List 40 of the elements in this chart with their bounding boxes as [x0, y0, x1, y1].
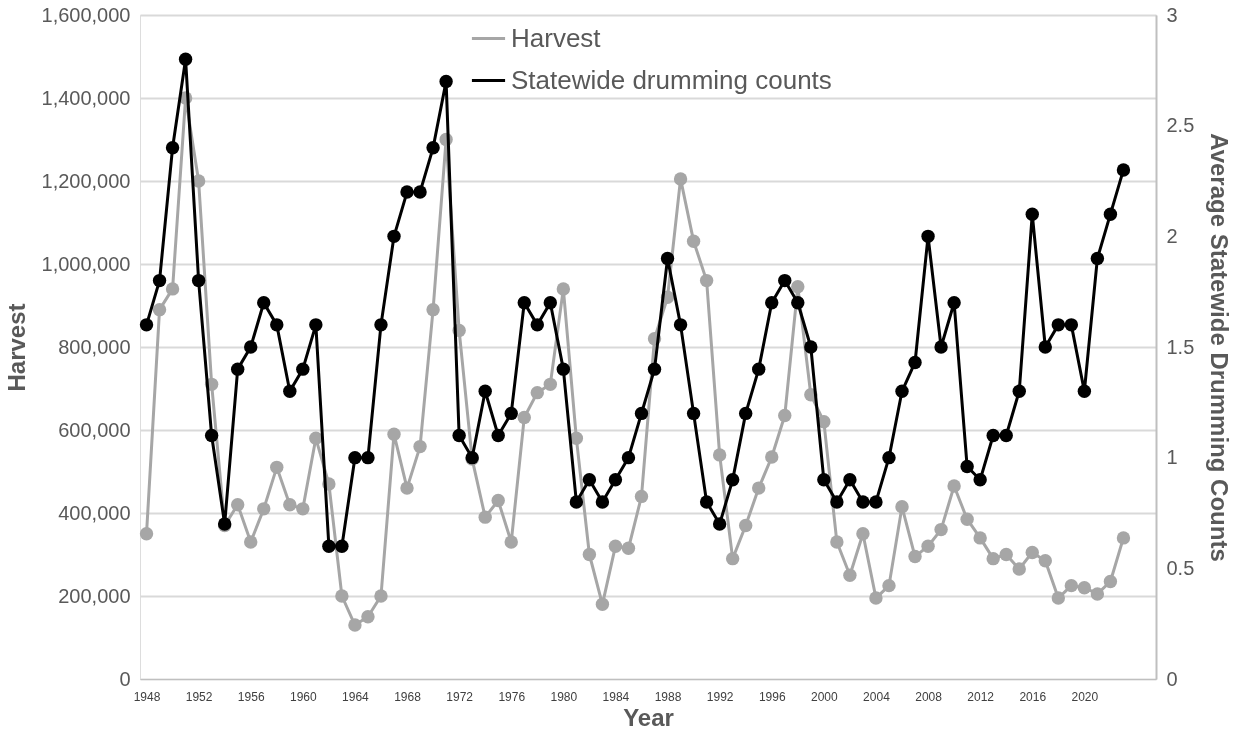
y2-tick-label: 3	[1166, 3, 1178, 26]
x-tick-label: 1948	[133, 689, 161, 704]
y-tick-label: 0	[119, 667, 131, 690]
y-tick-label: 800,000	[58, 335, 131, 358]
y-tick-label: 1,000,000	[41, 252, 131, 275]
x-axis-title: Year	[623, 703, 674, 731]
y2-tick-label: 0	[1166, 667, 1178, 690]
y2-tick-label: 1	[1166, 446, 1178, 469]
y2-axis-title: Average Statewide Drumming Counts	[1206, 133, 1234, 562]
y-tick-label: 600,000	[58, 418, 131, 441]
legend-label: Harvest	[511, 22, 602, 53]
y2-tick-label: 2.5	[1166, 114, 1195, 137]
y2-tick-label: 2	[1166, 224, 1178, 247]
x-tick-label: 1976	[498, 689, 526, 704]
x-tick-label: 1964	[342, 689, 370, 704]
x-tick-label: 1980	[550, 689, 578, 704]
x-tick-label: 2016	[1019, 689, 1047, 704]
y2-tick-label: 0.5	[1166, 556, 1195, 579]
y-tick-label: 400,000	[58, 501, 131, 524]
x-tick-label: 2004	[863, 689, 891, 704]
x-tick-label: 2000	[810, 689, 839, 704]
legend-label: Statewide drumming counts	[511, 64, 832, 95]
x-tick-label: 2008	[915, 689, 943, 704]
x-tick-label: 1972	[446, 689, 474, 704]
y-tick-label: 1,200,000	[41, 169, 131, 192]
x-tick-label: 1960	[289, 689, 317, 704]
x-tick-label: 1956	[237, 689, 265, 704]
x-tick-label: 1988	[654, 689, 682, 704]
y-tick-label: 1,400,000	[41, 86, 131, 109]
y-tick-label: 1,600,000	[41, 3, 131, 26]
x-tick-label: 1968	[394, 689, 422, 704]
x-tick-label: 1984	[602, 689, 630, 704]
y-tick-label: 200,000	[58, 584, 131, 607]
x-tick-label: 2012	[967, 689, 995, 704]
y-axis-title: Harvest	[2, 303, 30, 392]
x-tick-label: 1952	[185, 689, 213, 704]
y2-tick-label: 1.5	[1166, 335, 1195, 358]
x-tick-label: 2020	[1071, 689, 1099, 704]
x-tick-label: 1996	[758, 689, 786, 704]
x-tick-label: 1992	[706, 689, 734, 704]
